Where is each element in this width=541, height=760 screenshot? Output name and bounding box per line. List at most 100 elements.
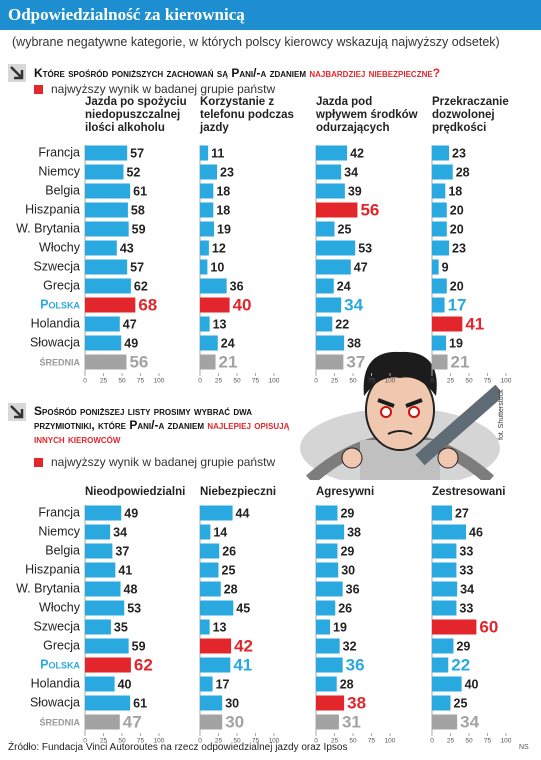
value-label: 33 <box>459 601 473 615</box>
category-label: Holandia <box>31 676 80 690</box>
value-label: 33 <box>459 544 473 558</box>
x-tick-label: 75 <box>484 378 492 385</box>
x-tick-label: 50 <box>233 378 241 385</box>
question-icon <box>8 64 26 82</box>
column-header: Niebezpieczni <box>200 486 277 498</box>
value-label: 18 <box>216 203 230 217</box>
value-label: 61 <box>133 696 147 710</box>
bar <box>85 581 121 597</box>
question-text: Spośród poniższej listy prosimy wybrać d… <box>34 404 253 432</box>
category-label: W. Brytania <box>16 581 80 595</box>
bar <box>200 695 223 711</box>
x-tick-label: 50 <box>465 378 473 385</box>
value-label: 32 <box>343 639 357 653</box>
x-tick-label: 0 <box>198 738 202 745</box>
bar <box>316 638 340 654</box>
question-emphasis: najlepiej opisują innych kierowców <box>34 418 290 446</box>
bar <box>200 657 231 673</box>
value-label: 28 <box>456 165 470 179</box>
category-label: Belgia <box>45 183 80 197</box>
x-tick-label: 100 <box>269 378 280 385</box>
value-label: 33 <box>459 563 473 577</box>
bar <box>432 657 449 673</box>
value-label: 49 <box>124 336 138 350</box>
value-label: 46 <box>469 525 483 539</box>
value-label: 37 <box>115 544 129 558</box>
value-label: 21 <box>219 352 238 371</box>
bar <box>432 354 448 370</box>
value-label: 11 <box>211 146 224 160</box>
bar <box>316 354 344 370</box>
x-tick-label: 0 <box>314 738 318 745</box>
bar <box>432 183 446 199</box>
bar <box>316 240 356 256</box>
value-label: 58 <box>131 203 145 217</box>
author: NS <box>519 744 529 751</box>
value-label: 52 <box>126 165 140 179</box>
value-label: 21 <box>451 352 470 371</box>
x-tick-label: 50 <box>465 738 473 745</box>
category-label: Grecja <box>43 278 80 292</box>
category-label: Grecja <box>43 638 80 652</box>
bar <box>200 505 233 521</box>
bar <box>200 543 220 559</box>
value-label: 17 <box>448 295 467 314</box>
bar <box>432 259 439 275</box>
value-label: 17 <box>216 677 230 691</box>
legend-text: najwyższy wynik w badanej grupie państw <box>51 82 276 96</box>
value-label: 23 <box>220 165 234 179</box>
value-label: 29 <box>340 544 354 558</box>
bar <box>200 145 209 161</box>
value-label: 22 <box>335 317 349 331</box>
bar <box>432 524 467 540</box>
x-tick-label: 100 <box>385 378 396 385</box>
bar <box>85 562 116 578</box>
value-label: 13 <box>213 620 227 634</box>
value-label: 14 <box>213 525 227 539</box>
category-label: Belgia <box>45 543 80 557</box>
bar <box>200 562 219 578</box>
x-tick-label: 75 <box>252 378 260 385</box>
bar <box>432 695 451 711</box>
category-label: Polska <box>40 297 80 311</box>
bar <box>432 164 453 180</box>
value-label: 62 <box>134 279 148 293</box>
value-label: 12 <box>212 241 226 255</box>
value-label: 53 <box>127 601 141 615</box>
bar <box>200 259 208 275</box>
value-label: 57 <box>130 146 144 160</box>
bar <box>432 562 457 578</box>
bar <box>316 278 334 294</box>
value-label: 56 <box>360 200 379 219</box>
value-label: 10 <box>210 260 224 274</box>
bar <box>432 240 450 256</box>
value-label: 9 <box>442 260 449 274</box>
bar <box>432 221 447 237</box>
bar <box>200 600 234 616</box>
bar <box>200 354 216 370</box>
value-label: 28 <box>340 677 354 691</box>
x-tick-label: 25 <box>100 378 108 385</box>
bar <box>200 638 232 654</box>
bar <box>316 543 338 559</box>
value-label: 39 <box>348 184 362 198</box>
value-label: 38 <box>347 525 361 539</box>
bar <box>316 316 333 332</box>
value-label: 13 <box>213 317 227 331</box>
bar <box>316 505 338 521</box>
chart: Francja Niemcy Belgia Hiszpania W. Brytania W… <box>16 145 512 385</box>
legend-swatch <box>34 85 43 94</box>
x-tick-label: 25 <box>215 738 223 745</box>
value-label: 34 <box>460 582 474 596</box>
question-icon <box>8 403 26 421</box>
value-label: 28 <box>224 582 238 596</box>
x-tick-label: 75 <box>368 738 376 745</box>
x-tick-label: 75 <box>137 738 145 745</box>
value-label: 36 <box>346 655 365 674</box>
bar <box>85 543 113 559</box>
x-tick-label: 0 <box>430 378 434 385</box>
value-label: 26 <box>222 544 236 558</box>
value-label: 34 <box>344 295 363 314</box>
question: Spośród poniższej listy prosimy wybrać d… <box>34 404 304 446</box>
x-tick-label: 75 <box>368 378 376 385</box>
